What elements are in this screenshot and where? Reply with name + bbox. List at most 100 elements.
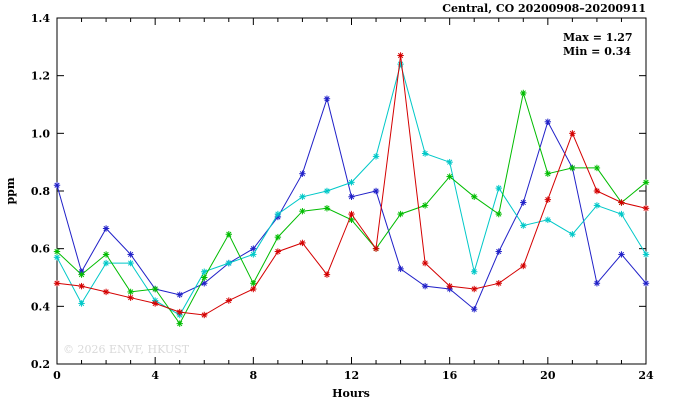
point-marker-red — [520, 262, 527, 270]
point-marker-cyan — [421, 150, 429, 157]
point-marker-red — [593, 187, 601, 195]
point-marker-blue — [250, 245, 257, 252]
point-marker-cyan — [544, 216, 552, 224]
point-marker-red — [348, 210, 355, 218]
point-marker-red — [495, 280, 502, 287]
point-marker-cyan — [78, 300, 85, 307]
point-marker-blue — [102, 225, 110, 232]
point-marker-red — [446, 282, 453, 290]
series-line-green — [56, 92, 647, 325]
point-marker-red — [151, 300, 159, 307]
point-marker-green — [274, 233, 282, 241]
point-marker-cyan — [274, 210, 282, 218]
annotation-min: Min = 0.34 — [563, 45, 631, 58]
point-marker-red — [471, 285, 478, 293]
x-tick-label: 8 — [250, 369, 258, 382]
point-marker-cyan — [201, 268, 208, 275]
y-tick-label: 0.8 — [31, 185, 50, 198]
annotation-max: Max = 1.27 — [563, 31, 633, 44]
point-marker-green — [642, 179, 650, 186]
series-group — [53, 52, 650, 327]
point-marker-blue — [544, 118, 552, 125]
point-marker-blue — [348, 193, 355, 200]
point-marker-cyan — [323, 187, 331, 195]
point-marker-cyan — [618, 210, 625, 218]
chart-title: Central, CO 20200908–20200911 — [442, 2, 646, 15]
point-marker-blue — [372, 187, 380, 195]
point-marker-cyan — [471, 268, 478, 275]
point-marker-blue — [618, 251, 625, 258]
point-marker-blue — [176, 291, 183, 298]
x-tick-label: 20 — [540, 369, 556, 382]
point-marker-red — [201, 311, 208, 319]
point-marker-red — [127, 294, 134, 301]
y-tick-label: 1.0 — [31, 127, 50, 140]
point-marker-green — [102, 251, 110, 258]
point-marker-green — [421, 202, 429, 209]
point-marker-blue — [299, 170, 306, 177]
point-marker-red — [176, 308, 183, 316]
point-marker-green — [151, 285, 159, 293]
point-marker-cyan — [127, 259, 134, 267]
point-marker-green — [201, 274, 208, 281]
point-marker-green — [127, 288, 134, 296]
point-marker-blue — [127, 251, 134, 258]
point-marker-cyan — [102, 259, 110, 267]
point-marker-blue — [495, 248, 502, 255]
point-marker-red — [421, 259, 429, 267]
point-marker-blue — [397, 265, 404, 273]
x-tick-label: 0 — [53, 369, 61, 382]
y-tick-label: 0.2 — [31, 358, 50, 371]
point-marker-red — [323, 271, 331, 278]
point-marker-green — [78, 271, 85, 278]
point-marker-red — [274, 248, 282, 255]
point-marker-cyan — [520, 222, 527, 229]
point-marker-red — [299, 239, 306, 247]
x-tick-label: 16 — [442, 369, 458, 382]
point-marker-green — [250, 280, 257, 287]
point-marker-cyan — [642, 251, 650, 258]
point-marker-red — [250, 285, 257, 293]
point-marker-green — [225, 231, 232, 238]
point-marker-green — [593, 164, 601, 172]
point-marker-blue — [201, 280, 208, 287]
point-marker-green — [569, 164, 576, 172]
point-marker-green — [471, 193, 478, 200]
point-marker-cyan — [593, 202, 601, 209]
point-marker-red — [569, 130, 576, 137]
point-marker-green — [397, 210, 404, 218]
x-tick-label: 4 — [151, 369, 159, 382]
point-marker-cyan — [53, 254, 61, 261]
point-marker-cyan — [225, 259, 232, 267]
series-line-cyan — [56, 62, 647, 316]
point-marker-red — [53, 280, 61, 287]
point-marker-cyan — [569, 231, 576, 238]
point-marker-cyan — [372, 153, 380, 160]
point-marker-red — [225, 297, 232, 304]
point-marker-blue — [323, 95, 331, 102]
point-marker-blue — [642, 280, 650, 287]
point-marker-blue — [53, 182, 61, 189]
point-marker-red — [618, 199, 625, 206]
y-axis-label: ppm — [4, 177, 17, 204]
point-marker-blue — [421, 282, 429, 290]
point-marker-red — [372, 245, 380, 252]
point-marker-cyan — [299, 193, 306, 200]
point-marker-green — [323, 205, 331, 212]
x-tick-label: 12 — [344, 369, 359, 382]
plot-frame — [56, 17, 647, 365]
point-marker-cyan — [397, 60, 404, 68]
x-axis-label: Hours — [332, 387, 370, 400]
point-marker-red — [544, 196, 552, 203]
point-marker-red — [102, 288, 110, 296]
point-marker-green — [53, 248, 61, 255]
y-tick-label: 0.4 — [31, 300, 50, 313]
point-marker-cyan — [495, 184, 502, 192]
point-marker-green — [520, 89, 527, 97]
point-marker-cyan — [446, 158, 453, 166]
point-marker-green — [544, 170, 552, 177]
point-marker-red — [397, 52, 404, 59]
watermark: © 2026 ENVF, HKUST — [63, 343, 190, 356]
point-marker-green — [495, 210, 502, 218]
